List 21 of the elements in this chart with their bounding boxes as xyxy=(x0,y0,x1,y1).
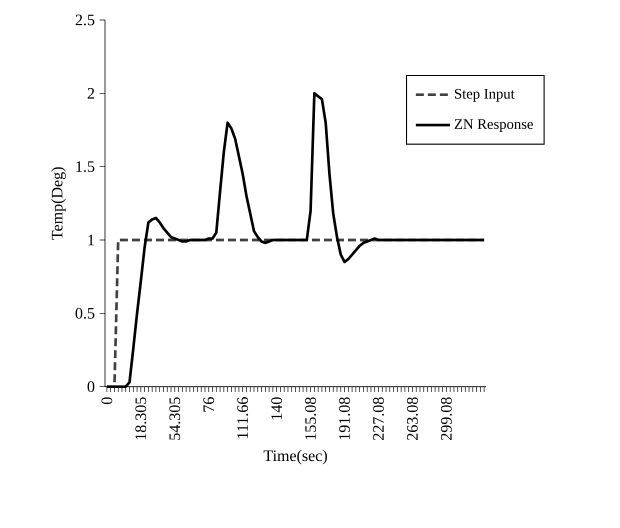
x-tick-label: 263.08 xyxy=(407,397,418,440)
legend-label: Step Input xyxy=(454,88,515,102)
x-tick-label: 18.305 xyxy=(135,397,146,440)
x-tick-label: 111.66 xyxy=(237,397,248,438)
x-tick-label: 54.305 xyxy=(169,397,180,440)
x-tick-label: 0 xyxy=(101,397,112,404)
y-tick-label: 1 xyxy=(88,234,94,246)
y-tick-label: 2 xyxy=(88,88,94,99)
x-tick-label: 155.08 xyxy=(305,397,316,440)
x-tick-label: 140 xyxy=(271,397,282,420)
y-tick-label: 1.5 xyxy=(76,161,94,172)
y-axis-title: Temp(Deg) xyxy=(51,167,66,240)
x-tick-label: 227.08 xyxy=(373,397,384,440)
x-tick-label: 76 xyxy=(203,397,214,412)
legend-label: ZN Response xyxy=(454,119,533,132)
x-tick-label: 299.08 xyxy=(440,397,452,440)
x-tick-label: 191.08 xyxy=(339,397,350,440)
y-tick-label: 2.5 xyxy=(76,14,94,26)
y-tick-label: 0.5 xyxy=(76,308,94,319)
y-tick-label: 0 xyxy=(88,381,94,392)
x-axis-title: Time(sec) xyxy=(264,450,327,464)
